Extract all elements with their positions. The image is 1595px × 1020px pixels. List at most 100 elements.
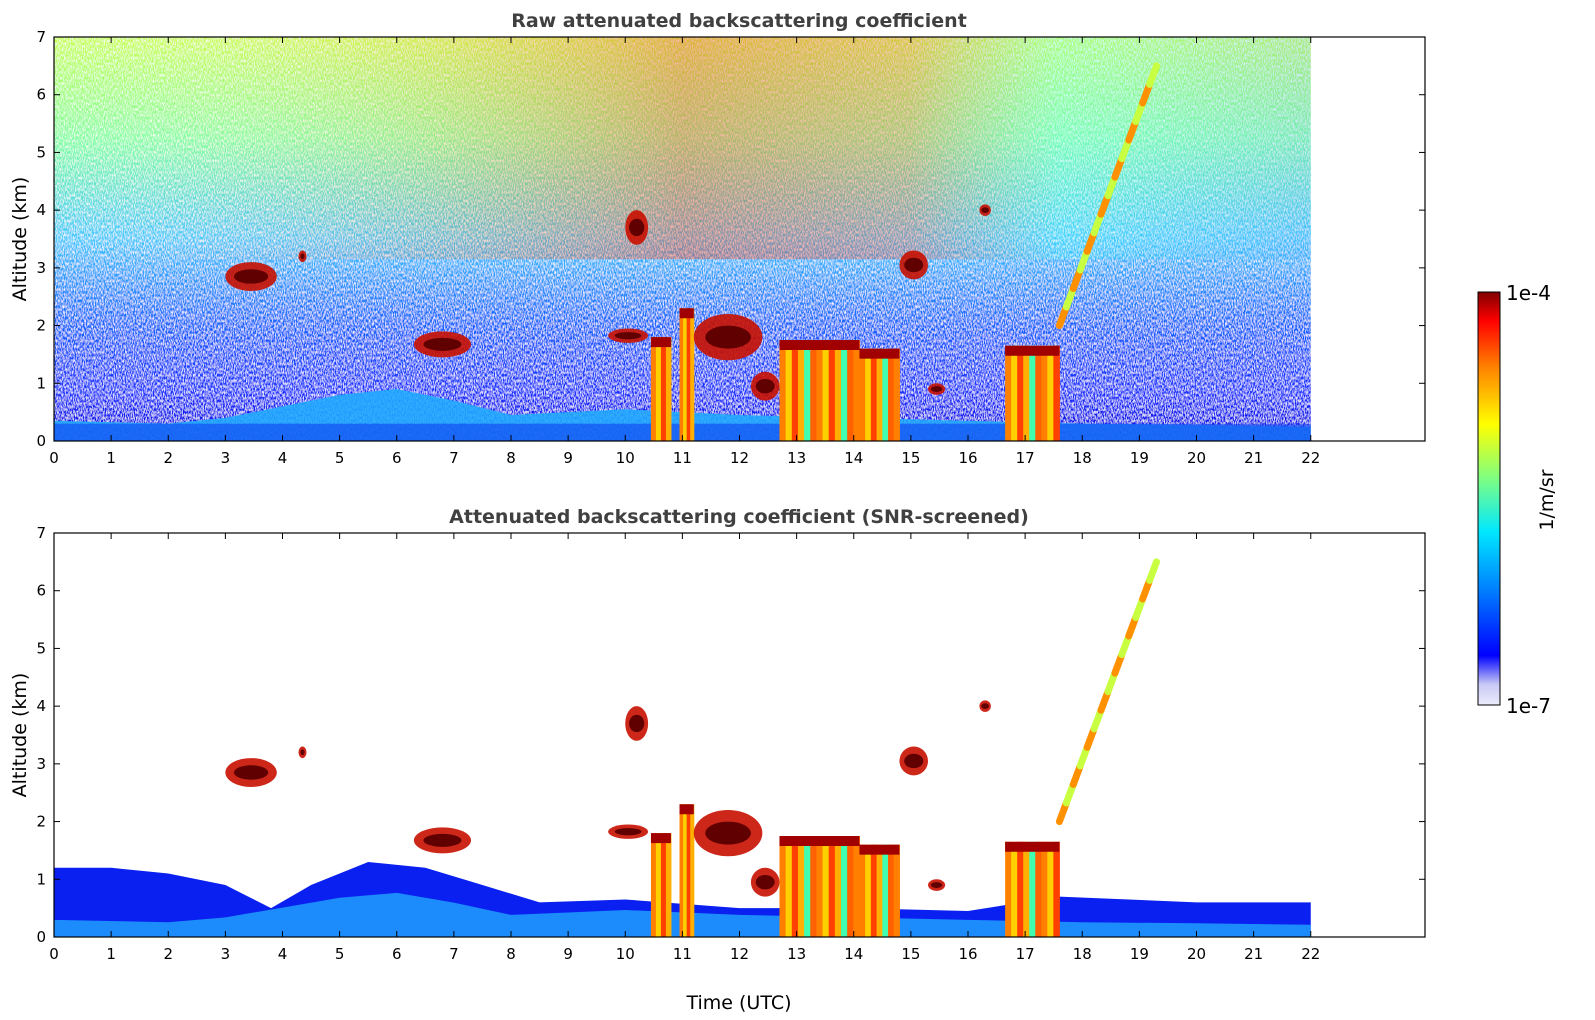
colorbar-max-label: 1e-4	[1506, 281, 1551, 305]
plot-frame	[53, 532, 1426, 938]
y-tick-label: 3	[36, 755, 46, 773]
x-tick-label: 0	[49, 449, 59, 467]
cloud-column	[893, 844, 900, 937]
cloud-column	[690, 804, 695, 937]
cloud-column	[683, 804, 688, 937]
cloud-column	[679, 804, 684, 937]
cloud-column	[779, 340, 787, 441]
cloud-column	[810, 340, 817, 441]
cloud-core	[629, 218, 645, 237]
x-tick-label: 8	[506, 449, 516, 467]
x-tick-label: 22	[1301, 945, 1320, 963]
x-tick-label: 14	[844, 449, 863, 467]
y-tick-label: 1	[36, 870, 46, 888]
x-tick-label: 6	[392, 945, 402, 963]
x-tick-label: 11	[673, 945, 692, 963]
x-tick-label: 14	[844, 945, 863, 963]
x-tick-label: 10	[616, 945, 635, 963]
y-tick-label: 6	[36, 86, 46, 104]
colorbar-gradient	[1477, 291, 1501, 706]
x-tick-label: 4	[278, 945, 288, 963]
cloud-column	[660, 337, 667, 441]
x-tick-label: 18	[1073, 449, 1092, 467]
x-tick-label: 19	[1130, 449, 1149, 467]
cloud-column	[822, 340, 830, 441]
cloud-column	[791, 340, 799, 441]
cloud-column	[847, 340, 854, 441]
x-tick-label: 13	[787, 449, 806, 467]
x-tick-label: 5	[335, 945, 345, 963]
y-tick-label: 1	[36, 374, 46, 392]
cloud-column	[804, 340, 811, 441]
cloud-column	[1017, 841, 1024, 937]
cloud-core	[233, 765, 269, 780]
cloud-core	[423, 337, 462, 351]
y-axis-label: Altitude (km)	[9, 177, 31, 302]
cloud-top	[779, 340, 860, 350]
cloud-core	[300, 253, 305, 260]
y-tick-label: 2	[36, 317, 46, 335]
x-tick-label: 8	[506, 945, 516, 963]
panel-raw: Raw attenuated backscattering coefficien…	[9, 10, 1426, 467]
plume-segment	[1146, 558, 1161, 584]
cloud-column	[785, 340, 793, 441]
cloud-core	[904, 753, 924, 769]
cloud-core	[981, 703, 989, 710]
cloud-column	[1029, 841, 1036, 937]
x-tick-label: 22	[1301, 449, 1320, 467]
cloud-core	[904, 257, 924, 273]
cloud-core	[755, 378, 775, 394]
cloud-core	[629, 714, 645, 733]
axes: 0 1 2 3 4 5 6 7 8 9 10 11 12 13 14 15 16 17 18 19 20 21 220123…	[36, 524, 1425, 963]
cloud-column	[690, 308, 695, 441]
cloud-column	[859, 348, 866, 441]
x-tick-label: 17	[1016, 945, 1035, 963]
cloud-column	[1005, 345, 1012, 441]
cloud-column	[882, 348, 889, 441]
y-tick-label: 5	[36, 639, 46, 657]
x-tick-label: 12	[730, 945, 749, 963]
cloud-column	[810, 836, 817, 937]
heatmap	[54, 37, 1311, 441]
x-tick-label: 3	[221, 945, 231, 963]
y-tick-label: 0	[36, 928, 46, 946]
cloud-top	[1005, 345, 1060, 356]
cloud-column	[1035, 345, 1042, 441]
x-tick-label: 9	[563, 945, 573, 963]
x-tick-label: 12	[730, 449, 749, 467]
x-tick-label: 1	[106, 945, 116, 963]
axes: 0 1 2 3 4 5 6 7 8 9 10 11 12 13 14 15 16 17 18 19 20 21 220123…	[36, 28, 1425, 467]
cloud-column	[822, 836, 830, 937]
x-tick-label: 20	[1187, 945, 1206, 963]
cloud-core	[705, 325, 751, 349]
cloud-core	[614, 828, 642, 836]
x-axis-label: Time (UTC)	[685, 992, 791, 1014]
y-tick-label: 7	[36, 28, 46, 46]
x-tick-label: 15	[901, 449, 920, 467]
cloud-column	[779, 836, 787, 937]
cloud-column	[1035, 841, 1042, 937]
y-tick-label: 2	[36, 813, 46, 831]
panel-screened: Attenuated backscattering coefficient (S…	[9, 506, 1426, 1014]
cloud-core	[981, 207, 989, 214]
cloud-column	[1041, 345, 1048, 441]
cloud-column	[1023, 345, 1030, 441]
cloud-column	[828, 340, 836, 441]
cloud-column	[1053, 841, 1060, 937]
cloud-column	[797, 340, 805, 441]
y-tick-label: 3	[36, 259, 46, 277]
cloud-column	[816, 340, 824, 441]
cloud-core	[930, 386, 943, 392]
cloud-column	[797, 836, 805, 937]
cloud-column	[853, 340, 860, 441]
cloud-column	[650, 337, 657, 441]
x-tick-label: 15	[901, 945, 920, 963]
x-tick-label: 0	[49, 945, 59, 963]
cloud-column	[1017, 345, 1024, 441]
y-tick-label: 6	[36, 582, 46, 600]
x-tick-label: 9	[563, 449, 573, 467]
x-tick-label: 17	[1016, 449, 1035, 467]
cloud-column	[841, 340, 848, 441]
cloud-column	[1023, 841, 1030, 937]
